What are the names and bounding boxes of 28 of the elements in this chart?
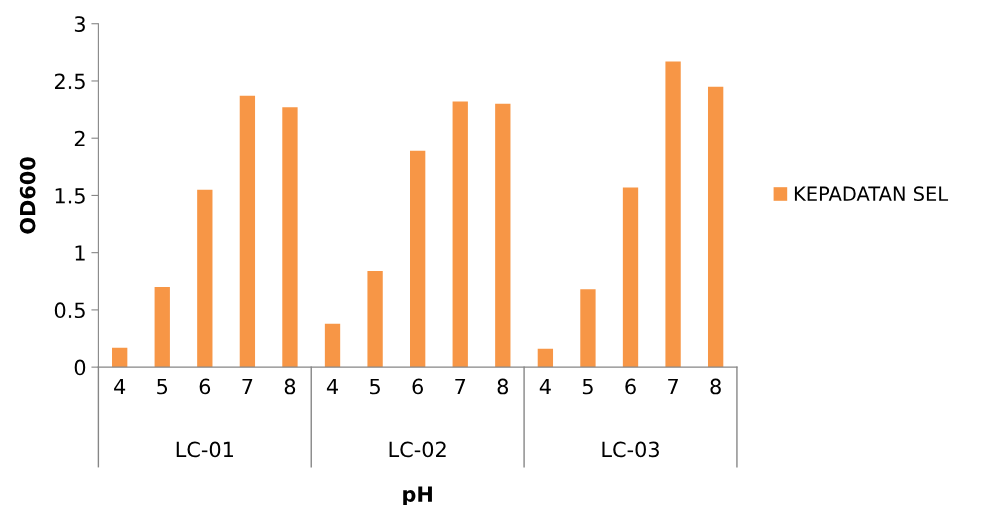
text: LC-02 [389, 441, 446, 458]
x-tick-label: 8 [497, 378, 509, 395]
x-tick-label: 7 [455, 378, 466, 395]
x-tick-label: 5 [582, 378, 593, 395]
x-tick-label: 7 [668, 378, 678, 395]
y-tick-label: 0.5 [54, 302, 85, 319]
x-tick-label: 8 [710, 378, 721, 395]
text: LC-01 [176, 441, 233, 458]
x-axis-title: pH [403, 486, 432, 505]
text: LC-03 [602, 441, 659, 458]
x-tick-label: 4 [539, 378, 551, 395]
y-tick-label: 2 [74, 130, 85, 147]
y-axis-title: OD600 [19, 157, 36, 234]
y-tick-label: 1 [75, 245, 85, 261]
x-tick-label: 4 [114, 378, 126, 395]
legend-label: KEPADATAN SEL [794, 186, 949, 202]
x-tick-label: 7 [242, 378, 253, 395]
y-tick-label: 2.5 [54, 73, 85, 90]
x-tick-label: 8 [284, 378, 296, 395]
x-tick-label: 5 [370, 378, 380, 395]
y-tick-label: 1.5 [55, 188, 85, 204]
y-tick-label: 0 [74, 359, 86, 376]
x-tick-label: 6 [625, 378, 636, 395]
x-tick-label: 6 [412, 378, 423, 395]
x-tick-label: 6 [199, 378, 211, 395]
x-tick-label: 4 [326, 378, 338, 395]
y-tick-label: 3 [74, 16, 85, 32]
x-tick-label: 5 [157, 378, 168, 395]
